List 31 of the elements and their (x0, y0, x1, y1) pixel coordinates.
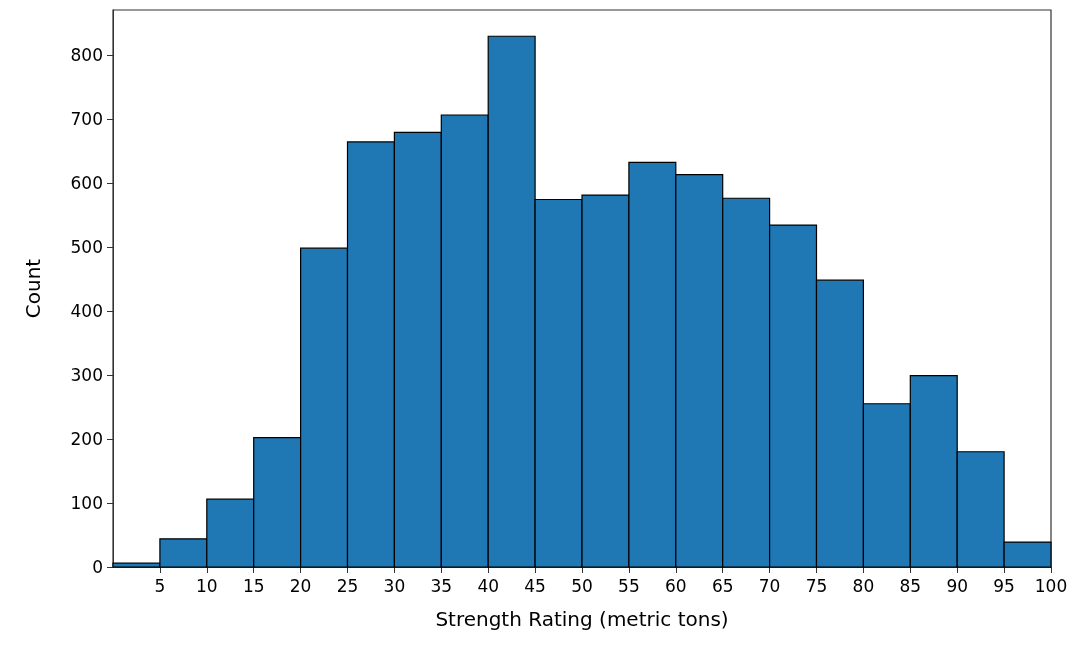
y-tick-label: 400 (70, 300, 103, 321)
y-tick-label: 300 (70, 364, 103, 385)
x-tick-label: 90 (946, 575, 969, 596)
y-tick-label: 700 (70, 108, 103, 129)
x-axis-title: Strength Rating (metric tons) (435, 607, 729, 631)
x-tick-label: 55 (618, 575, 640, 596)
x-tick-label: 10 (195, 575, 218, 596)
x-tick-label: 50 (571, 575, 593, 596)
y-tick-label: 100 (70, 492, 103, 513)
x-tick-label: 70 (758, 575, 781, 596)
x-tick-label: 40 (477, 575, 500, 596)
x-tick-label: 35 (430, 575, 453, 596)
x-tick-label: 25 (336, 575, 359, 596)
y-tick-label: 800 (70, 44, 103, 65)
x-tick-label: 65 (711, 575, 734, 596)
y-tick-label: 0 (92, 557, 103, 577)
x-tick-label: 95 (993, 575, 1015, 596)
y-axis-title: Count (21, 258, 45, 319)
y-tick-label: 500 (70, 236, 103, 257)
x-tick-label: 30 (383, 575, 406, 596)
x-tick-label: 5 (154, 575, 166, 596)
x-tick-label: 45 (524, 575, 546, 596)
y-tick-label: 600 (70, 172, 103, 193)
x-tick-label: 80 (852, 575, 875, 596)
y-tick-label: 200 (70, 428, 103, 449)
x-tick-label: 75 (805, 575, 828, 596)
x-tick-label: 60 (664, 575, 687, 596)
x-tick-label: 15 (242, 575, 265, 596)
x-tick-label: 20 (289, 575, 312, 596)
x-tick-label: 85 (899, 575, 922, 596)
x-tick-label: 100 (1034, 575, 1068, 596)
